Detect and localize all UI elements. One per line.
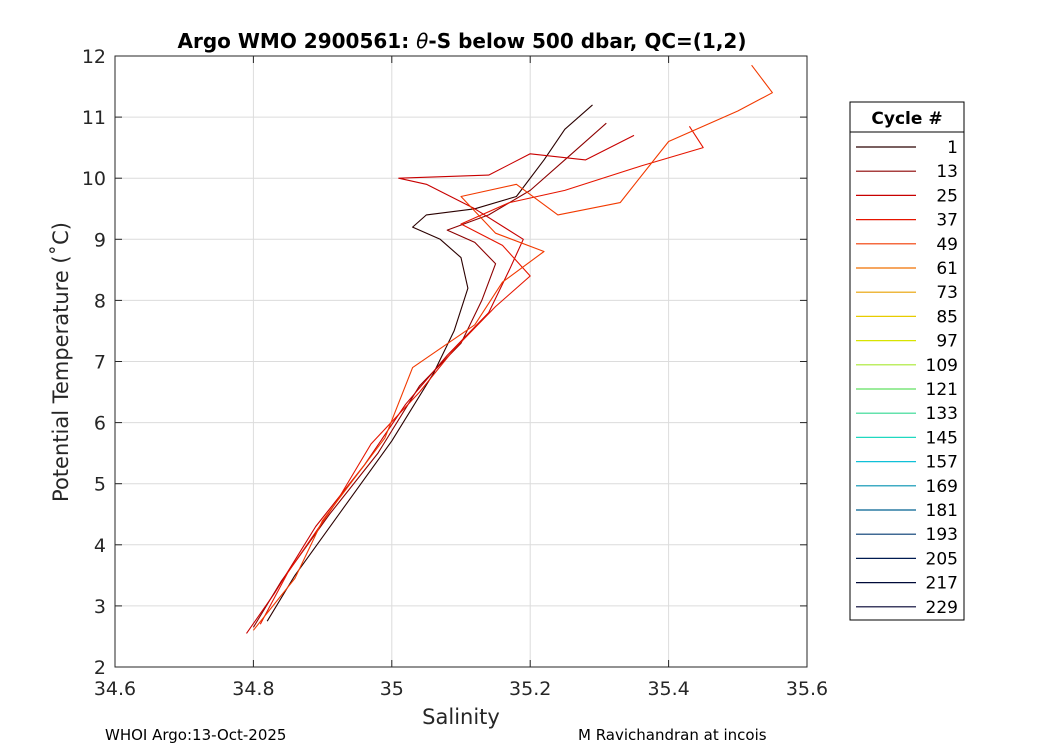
legend-title: Cycle # (871, 109, 942, 129)
x-tick-label: 35 (380, 678, 404, 700)
legend-label-109: 109 (926, 356, 958, 376)
y-tick-label: 7 (94, 352, 106, 374)
grid (114, 55, 808, 668)
series-cycle-1 (266, 104, 593, 622)
y-tick-label: 12 (82, 46, 106, 68)
legend-label-169: 169 (926, 477, 958, 497)
legend-label-1: 1 (947, 138, 958, 158)
legend: Cycle # 1 13 25 37 49 61 73 85 97 109 121 133 145 157… (849, 101, 965, 621)
footer-left: WHOI Argo:13-Oct-2025 (105, 726, 286, 744)
legend-label-85: 85 (936, 307, 958, 327)
y-tick-label: 11 (82, 107, 106, 129)
y-tick-label: 9 (94, 229, 106, 251)
y-axis-label: Potential Temperature (˚C) (49, 222, 73, 502)
chart-title: Argo WMO 2900561: θ-S below 500 dbar, QC… (178, 29, 747, 53)
legend-label-37: 37 (936, 211, 958, 231)
legend-label-145: 145 (926, 428, 958, 448)
legend-label-49: 49 (936, 235, 958, 255)
legend-label-13: 13 (936, 162, 958, 182)
legend-label-97: 97 (936, 332, 958, 352)
series-layer (246, 64, 773, 634)
series-cycle-13 (252, 122, 607, 628)
legend-label-133: 133 (926, 404, 958, 424)
legend-label-25: 25 (936, 186, 958, 206)
y-tick-label: 8 (94, 290, 106, 312)
y-tick-label: 4 (94, 535, 106, 557)
x-tick-label: 35.4 (647, 678, 689, 700)
x-tick-label: 34.6 (94, 678, 136, 700)
y-tick-label: 2 (94, 657, 106, 679)
legend-label-157: 157 (926, 453, 958, 473)
y-tick-label: 3 (94, 596, 106, 618)
plot-area: 34.6 34.8 35 35.2 35.4 35.6 2 3 4 5 6 7 8 9 10 11 12 (82, 46, 828, 700)
series-cycle-49 (252, 64, 773, 631)
x-axis-label: Salinity (422, 705, 500, 729)
legend-label-205: 205 (926, 549, 958, 569)
legend-label-61: 61 (936, 259, 958, 279)
series-cycle-37 (259, 126, 704, 625)
footer-right: M Ravichandran at incois (578, 726, 767, 744)
y-tick-label: 6 (94, 413, 106, 435)
legend-label-181: 181 (926, 501, 958, 521)
x-tick-label: 35.6 (786, 678, 828, 700)
legend-label-217: 217 (926, 574, 958, 594)
legend-label-121: 121 (926, 380, 958, 400)
legend-label-229: 229 (926, 598, 958, 618)
y-tick-label: 5 (94, 474, 106, 496)
x-tick-label: 34.8 (232, 678, 274, 700)
x-tick-label: 35.2 (509, 678, 551, 700)
ticks: 34.6 34.8 35 35.2 35.4 35.6 2 3 4 5 6 7 8 9 10 11 12 (82, 46, 828, 700)
legend-label-193: 193 (926, 525, 958, 545)
legend-label-73: 73 (936, 283, 958, 303)
y-tick-label: 10 (82, 168, 106, 190)
legend-entries: 1 13 25 37 49 61 73 85 97 109 121 133 145 157 169 181 19… (856, 138, 958, 618)
